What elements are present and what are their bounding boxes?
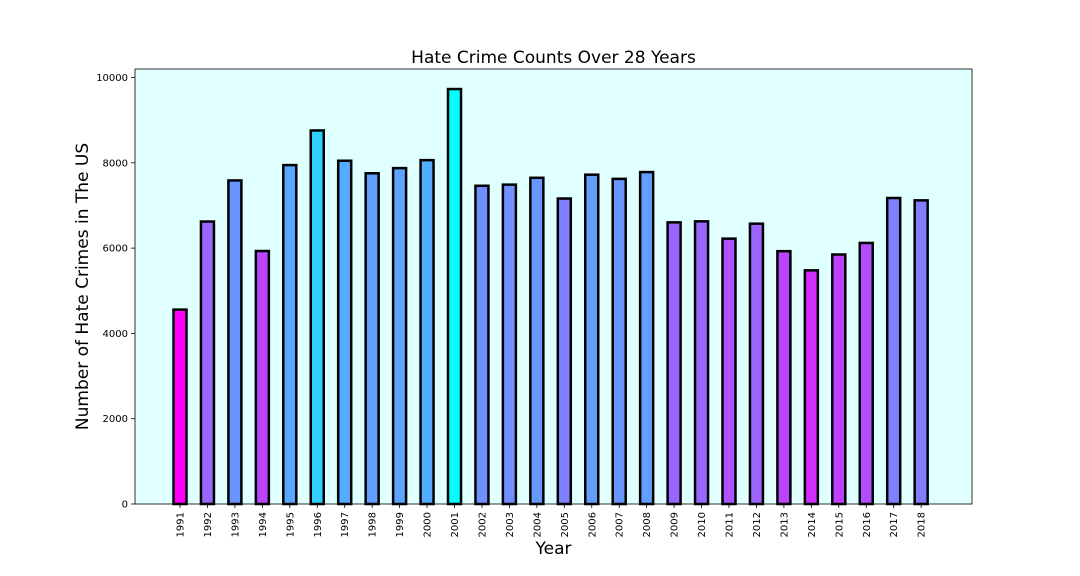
y-tick-label: 2000 <box>103 414 128 425</box>
x-tick-label: 2011 <box>725 512 736 537</box>
bar-2012 <box>748 222 765 506</box>
bar-2010 <box>693 220 710 506</box>
bar-2016 <box>858 241 874 506</box>
bar-2017 <box>885 196 902 506</box>
bar-2004 <box>529 176 545 506</box>
y-tick-label: 10000 <box>96 73 128 84</box>
x-tick-label: 2005 <box>560 512 571 537</box>
bar-2009 <box>666 221 682 506</box>
x-tick-label: 1996 <box>313 512 324 537</box>
bar-1998 <box>364 172 380 506</box>
x-tick-label: 2001 <box>450 512 461 537</box>
bar-1994 <box>254 249 271 506</box>
x-tick-label: 2018 <box>917 512 928 537</box>
x-tick-label: 1994 <box>258 512 269 537</box>
bar-2001 <box>446 87 463 506</box>
bar-2013 <box>776 249 792 506</box>
bar-2018 <box>913 199 929 506</box>
x-axis-label: Year <box>535 539 572 559</box>
x-tick-label: 2003 <box>505 512 516 537</box>
x-tick-label: 2008 <box>642 512 653 537</box>
bar-1993 <box>227 179 243 506</box>
bar-2014 <box>803 269 820 506</box>
x-tick-label: 2014 <box>807 512 818 537</box>
x-tick-label: 1997 <box>340 512 351 537</box>
x-tick-label: 2012 <box>752 512 763 537</box>
y-axis-label: Number of Hate Crimes in The US <box>73 143 93 430</box>
bar-2000 <box>419 158 435 506</box>
chart-title: Hate Crime Counts Over 28 Years <box>411 48 696 68</box>
bar-2002 <box>474 184 490 506</box>
x-tick-label: 1991 <box>176 512 187 537</box>
bar-2007 <box>611 177 627 506</box>
y-tick-label: 0 <box>122 500 128 511</box>
y-tick-label: 4000 <box>103 329 128 340</box>
bar-1997 <box>336 159 353 506</box>
x-tick-label: 1992 <box>203 512 214 537</box>
y-tick-label: 8000 <box>103 158 128 169</box>
bar-1991 <box>172 308 188 506</box>
x-tick-label: 1998 <box>368 512 379 537</box>
y-axis-ticks: 0 2000 4000 6000 8000 10000 <box>96 73 135 511</box>
x-tick-label: 2002 <box>477 512 488 537</box>
y-tick-label: 6000 <box>103 244 128 255</box>
x-tick-label: 1995 <box>285 512 296 537</box>
x-tick-label: 2006 <box>587 512 598 537</box>
bar-2006 <box>584 173 600 506</box>
x-axis-ticks: 1991 1992 1993 1994 1995 1996 1997 1998 1999 2000… <box>176 504 928 537</box>
x-tick-label: 2009 <box>670 512 681 537</box>
bar-2015 <box>831 253 847 506</box>
x-tick-label: 2010 <box>697 512 708 537</box>
x-tick-label: 2017 <box>889 512 900 537</box>
x-tick-label: 1999 <box>395 512 406 537</box>
x-tick-label: 2004 <box>532 512 543 537</box>
x-tick-label: 2015 <box>834 512 845 537</box>
bar-2005 <box>556 197 573 506</box>
bar-1996 <box>309 129 325 506</box>
x-tick-label: 2016 <box>862 512 873 537</box>
x-tick-label: 1993 <box>230 512 241 537</box>
x-tick-label: 2000 <box>423 512 434 537</box>
bar-1995 <box>282 163 298 506</box>
x-tick-label: 2013 <box>779 512 790 537</box>
bar-2003 <box>501 183 518 506</box>
bar-1992 <box>199 220 216 506</box>
x-tick-label: 2007 <box>615 512 626 537</box>
bar-2011 <box>721 237 737 506</box>
plot-frame <box>134 68 973 505</box>
bar-2008 <box>638 170 655 506</box>
bar-1999 <box>391 166 408 506</box>
